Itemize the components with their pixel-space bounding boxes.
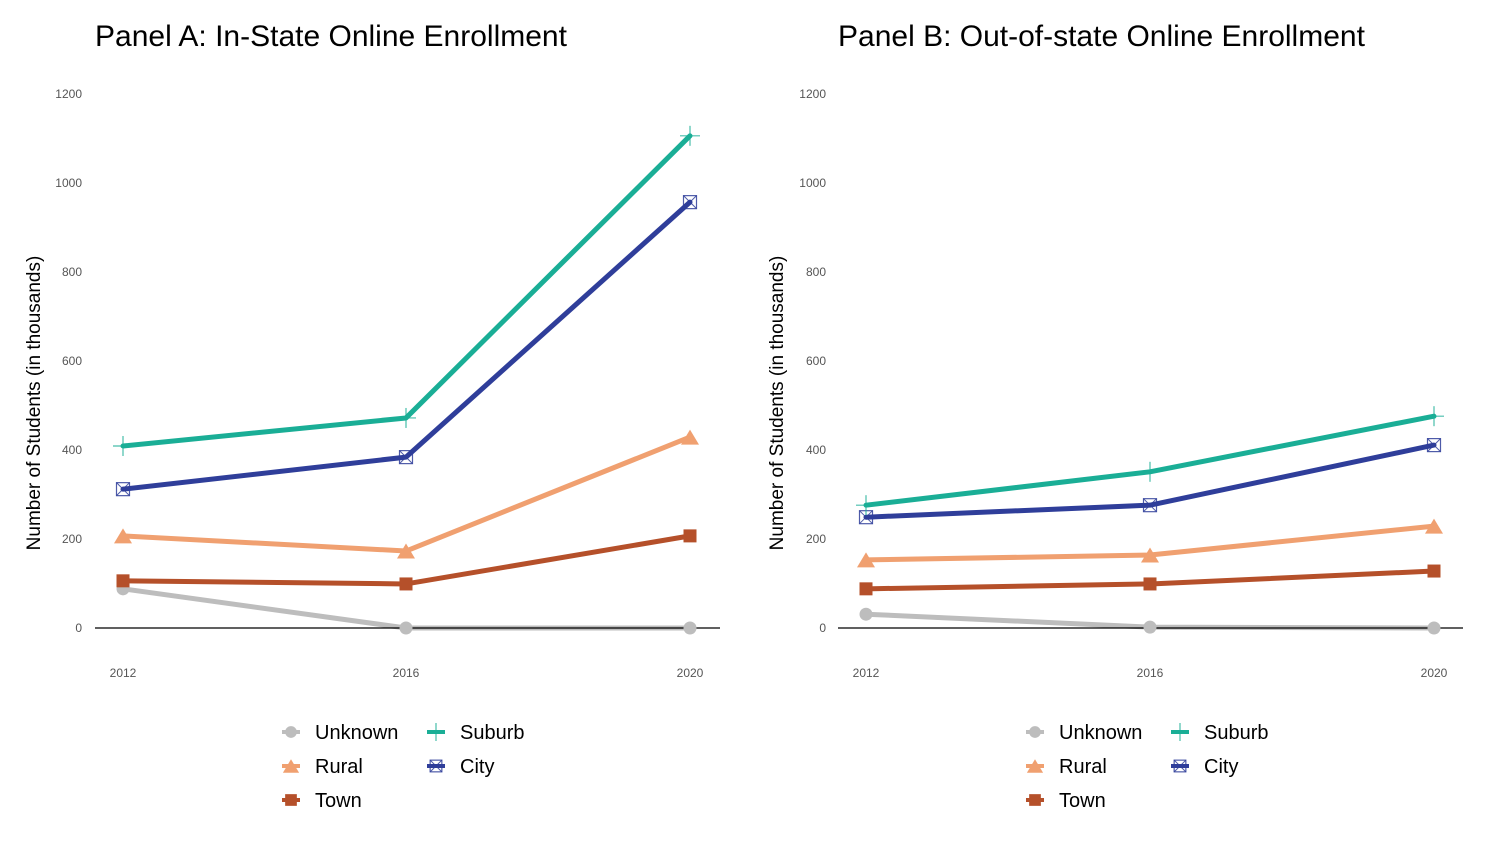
panel-b: Panel B: Out-of-state Online Enrollment N…	[767, 20, 1463, 812]
series-lines	[863, 413, 1437, 631]
y-tick-label: 400	[62, 443, 82, 457]
x-tick-label: 2012	[110, 666, 137, 680]
legend-label: Town	[1059, 790, 1106, 812]
y-tick-label: 0	[819, 621, 826, 635]
y-tick-label: 0	[75, 621, 82, 635]
data-point-rural	[1425, 518, 1443, 534]
data-point-city	[115, 482, 131, 497]
legend-item-suburb: Suburb	[1171, 722, 1269, 744]
y-tick-label: 1000	[799, 176, 826, 190]
data-point-suburb	[1140, 461, 1160, 482]
y-tick-label: 400	[806, 443, 826, 457]
legend-city-icon	[429, 759, 443, 773]
data-point-city	[1142, 498, 1158, 513]
legend-label: Town	[315, 790, 362, 812]
y-tick-label: 600	[62, 354, 82, 368]
legend-label: Unknown	[1059, 722, 1142, 744]
legend-label: City	[1204, 756, 1238, 778]
data-point-town	[1143, 577, 1157, 591]
data-point-city	[1426, 438, 1442, 453]
series-line-city	[120, 199, 693, 492]
legend: Unknown Rural Town Suburb City	[1026, 722, 1269, 812]
legend-unknown-icon	[1029, 726, 1041, 738]
data-point-rural	[681, 429, 699, 445]
legend-item-unknown: Unknown	[282, 722, 398, 744]
legend-suburb-icon	[427, 723, 445, 741]
data-point-city	[398, 450, 414, 465]
legend-item-rural: Rural	[282, 756, 363, 778]
x-tick-label: 2012	[853, 666, 880, 680]
legend-item-city: City	[1171, 756, 1238, 778]
data-point-town	[1427, 564, 1441, 578]
data-point-town	[683, 529, 697, 543]
data-point-suburb	[1424, 406, 1444, 427]
y-tick-label: 200	[62, 532, 82, 546]
data-point-rural	[857, 552, 875, 568]
data-point-suburb	[680, 125, 700, 146]
x-tick-label: 2020	[677, 666, 704, 680]
data-point-rural	[397, 543, 415, 559]
series-line-town	[120, 533, 693, 587]
data-point-rural	[114, 528, 132, 544]
series-markers	[113, 125, 700, 635]
legend-rural-icon	[1026, 759, 1044, 773]
data-point-unknown	[1427, 621, 1441, 635]
data-point-city	[682, 195, 698, 210]
legend-label: Suburb	[460, 722, 525, 744]
x-tick-label: 2016	[393, 666, 420, 680]
legend-label: Rural	[1059, 756, 1107, 778]
x-tick-label: 2020	[1421, 666, 1448, 680]
y-tick-label: 800	[62, 265, 82, 279]
series-markers	[856, 406, 1444, 635]
chart-title: Panel A: In-State Online Enrollment	[95, 20, 568, 53]
data-point-town	[859, 582, 873, 596]
legend-item-rural: Rural	[1026, 756, 1107, 778]
legend-item-city: City	[427, 756, 494, 778]
legend-item-town: Town	[1026, 790, 1106, 812]
data-point-unknown	[399, 621, 413, 635]
legend-label: Suburb	[1204, 722, 1269, 744]
x-tick-label: 2016	[1137, 666, 1164, 680]
legend-label: Unknown	[315, 722, 398, 744]
chart-title: Panel B: Out-of-state Online Enrollment	[838, 20, 1366, 53]
legend: Unknown Rural Town Suburb City	[282, 722, 525, 812]
y-tick-label: 200	[806, 532, 826, 546]
y-axis-label: Number of Students (in thousands)	[24, 256, 45, 551]
series-line-suburb	[120, 133, 693, 449]
y-tick-label: 1000	[55, 176, 82, 190]
data-point-town	[116, 574, 130, 588]
legend-rural-icon	[282, 759, 300, 773]
y-tick-label: 1200	[799, 87, 826, 101]
y-tick-label: 600	[806, 354, 826, 368]
legend-label: City	[460, 756, 494, 778]
legend-unknown-icon	[285, 726, 297, 738]
data-point-town	[399, 577, 413, 591]
data-point-suburb	[113, 435, 133, 456]
legend-suburb-icon	[1171, 723, 1189, 741]
data-point-suburb	[396, 407, 416, 428]
legend-item-unknown: Unknown	[1026, 722, 1142, 744]
data-point-unknown	[1143, 620, 1157, 634]
data-point-unknown	[683, 621, 697, 635]
y-tick-label: 1200	[55, 87, 82, 101]
y-tick-label: 800	[806, 265, 826, 279]
data-point-unknown	[859, 607, 873, 621]
legend-city-icon	[1173, 759, 1187, 773]
legend-item-town: Town	[282, 790, 362, 812]
legend-item-suburb: Suburb	[427, 722, 525, 744]
legend-town-icon	[285, 794, 297, 806]
panel-a: Panel A: In-State Online Enrollment Numbe…	[24, 20, 720, 812]
data-point-suburb	[856, 495, 876, 516]
legend-town-icon	[1029, 794, 1041, 806]
data-point-rural	[1141, 547, 1159, 563]
legend-label: Rural	[315, 756, 363, 778]
y-axis-label: Number of Students (in thousands)	[767, 256, 788, 551]
